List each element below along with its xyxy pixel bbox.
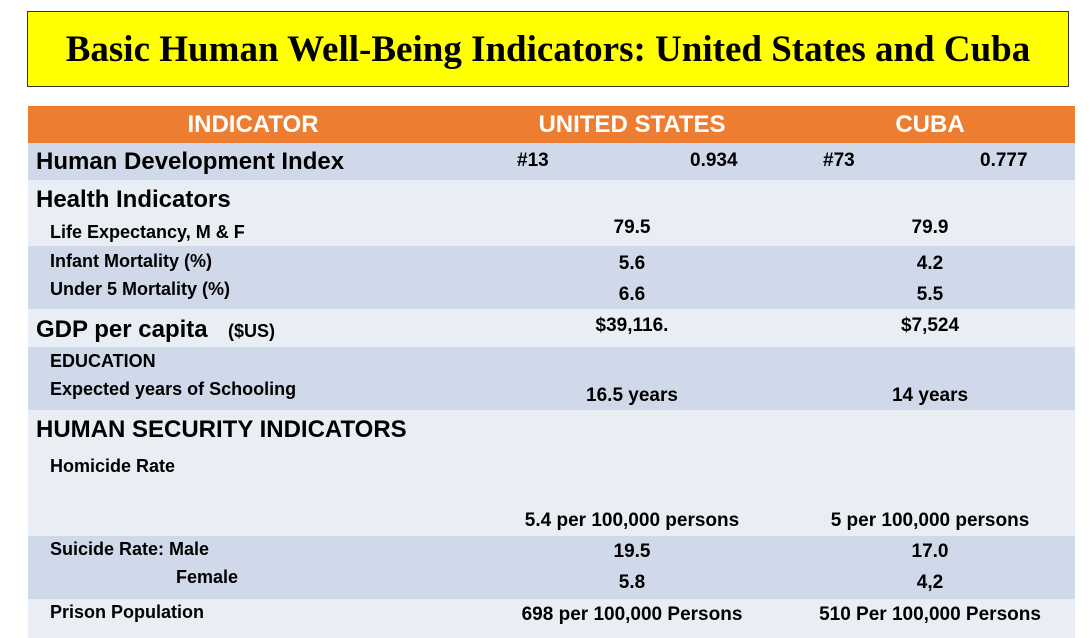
page-title: Basic Human Well-Being Indicators: Unite…	[65, 28, 1031, 70]
security-heading: HUMAN SECURITY INDICATORS	[36, 416, 407, 443]
suicide-female-label: Female	[176, 567, 239, 587]
homicide-us: 5.4 per 100,000 persons	[524, 510, 740, 531]
hdi-us-rank: #13	[517, 150, 549, 171]
prison-us: 698 per 100,000 Persons	[521, 604, 743, 625]
hdi-us-value: 0.934	[690, 150, 738, 171]
header-united-states: UNITED STATES	[538, 111, 726, 138]
row-prison-population: Prison Population 698 per 100,000 Person…	[28, 599, 1075, 638]
life-expectancy-us: 79.5	[613, 217, 651, 238]
life-expectancy-label: Life Expectancy, M & F	[50, 222, 245, 242]
suicide-female-cuba: 4,2	[916, 572, 944, 593]
table-header-row: INDICATOR UNITED STATES CUBA	[28, 106, 1075, 143]
gdp-label: GDP per capita	[36, 316, 208, 343]
row-gdp-per-capita: GDP per capita ($US) $39,116. $7,524	[28, 309, 1075, 347]
row-health-indicators: Health Indicators Life Expectancy, M & F…	[28, 180, 1075, 246]
gdp-us: $39,116.	[595, 315, 669, 336]
life-expectancy-cuba: 79.9	[911, 217, 949, 238]
homicide-label: Homicide Rate	[50, 456, 176, 476]
header-cuba: CUBA	[895, 111, 965, 138]
title-banner: Basic Human Well-Being Indicators: Unite…	[27, 11, 1069, 87]
row-human-development-index: Human Development Index #13 0.934 #73 0.…	[28, 143, 1075, 180]
prison-cuba: 510 Per 100,000 Persons	[819, 604, 1041, 625]
education-heading: EDUCATION	[50, 351, 156, 371]
gdp-unit: ($US)	[228, 321, 276, 341]
header-indicator: INDICATOR	[187, 111, 319, 138]
suicide-male-us: 19.5	[613, 541, 651, 562]
under5-mortality-us: 6.6	[618, 284, 646, 305]
suicide-male-cuba: 17.0	[911, 541, 949, 562]
infant-mortality-us: 5.6	[618, 253, 646, 274]
homicide-cuba: 5 per 100,000 persons	[830, 510, 1030, 531]
under5-mortality-label: Under 5 Mortality (%)	[50, 279, 231, 299]
schooling-cuba: 14 years	[891, 385, 969, 406]
hdi-label: Human Development Index	[36, 148, 345, 175]
suicide-female-us: 5.8	[618, 572, 646, 593]
prison-label: Prison Population	[50, 602, 205, 622]
row-mortality: Infant Mortality (%) 5.6 4.2 Under 5 Mor…	[28, 246, 1075, 309]
schooling-us: 16.5 years	[586, 385, 678, 406]
row-human-security: HUMAN SECURITY INDICATORS Homicide Rate …	[28, 410, 1075, 536]
schooling-label: Expected years of Schooling	[50, 379, 297, 399]
row-education: EDUCATION Expected years of Schooling 16…	[28, 347, 1075, 410]
health-heading: Health Indicators	[36, 186, 231, 213]
row-suicide-rate: Suicide Rate: Male 19.5 17.0 Female 5.8 …	[28, 536, 1075, 599]
infant-mortality-label: Infant Mortality (%)	[50, 251, 212, 271]
hdi-cuba-rank: #73	[823, 150, 855, 171]
hdi-cuba-value: 0.777	[980, 150, 1028, 171]
gdp-cuba: $7,524	[900, 315, 960, 336]
suicide-male-label: Suicide Rate: Male	[50, 539, 210, 559]
under5-mortality-cuba: 5.5	[916, 284, 944, 305]
infant-mortality-cuba: 4.2	[916, 253, 944, 274]
